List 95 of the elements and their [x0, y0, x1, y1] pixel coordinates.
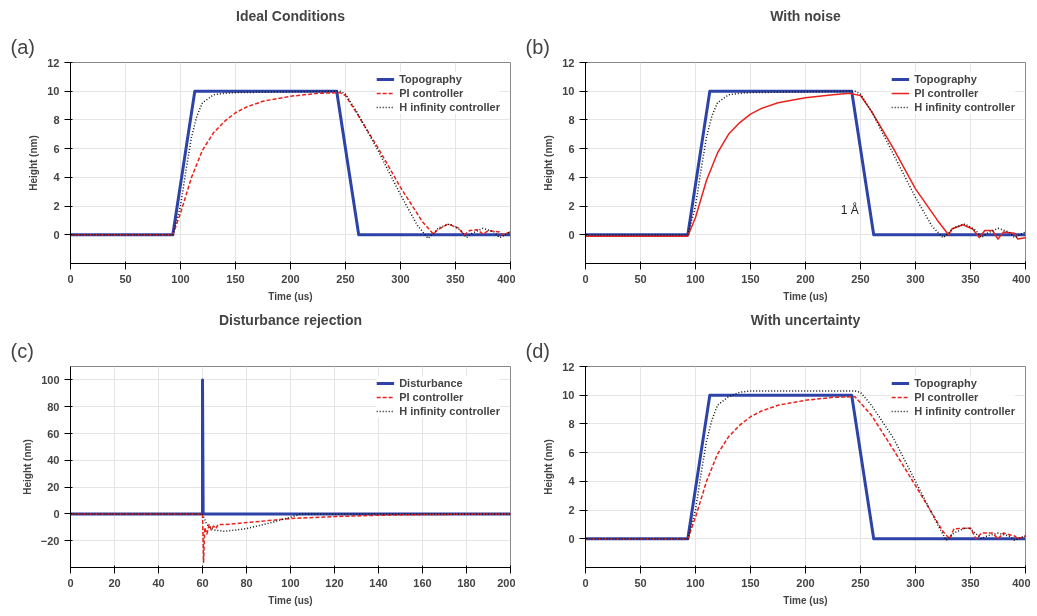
x-tick-label: 120: [325, 576, 344, 589]
y-tick-label: 12: [47, 56, 60, 69]
x-tick-label: 300: [906, 576, 925, 589]
x-tick-label: 50: [634, 576, 647, 589]
legend-label: Topography: [914, 376, 977, 390]
y-axis-title: Height (nm): [28, 135, 40, 191]
annotation: 1 Å: [840, 202, 859, 218]
x-tick-label: 40: [152, 576, 165, 589]
text: (d): [525, 339, 550, 362]
y-tick-label: 6: [53, 142, 60, 155]
legend-label: PI controller: [399, 390, 464, 404]
x-tick-label: 20: [108, 576, 121, 589]
x-tick-label: 0: [582, 576, 589, 589]
legend-label: PI controller: [399, 86, 464, 100]
legend-label: PI controller: [914, 390, 979, 404]
y-tick-label: 2: [53, 200, 60, 213]
x-tick-label: 150: [226, 272, 245, 285]
y-axis-title: Height (nm): [21, 439, 33, 495]
y-tick-label: 8: [568, 113, 575, 126]
x-tick-label: 350: [446, 272, 465, 285]
x-tick-label: 350: [961, 272, 980, 285]
x-tick-label: 250: [336, 272, 355, 285]
x-tick-label: 160: [413, 576, 432, 589]
y-tick-label: 20: [47, 481, 60, 494]
y-tick-label: 4: [53, 171, 61, 184]
chart-title: Ideal Conditions: [236, 7, 346, 24]
x-tick-label: 50: [119, 272, 132, 285]
text: (b): [525, 35, 550, 58]
y-tick-label: 40: [47, 454, 60, 467]
x-axis-title: Time (us): [783, 594, 828, 606]
x-axis-title: Time (us): [268, 594, 313, 606]
y-tick-label: 2: [568, 200, 575, 213]
x-tick-label: 60: [196, 576, 209, 589]
y-tick-label: 6: [568, 446, 575, 459]
y-tick-label: 0: [568, 228, 575, 241]
y-tick-label: 10: [562, 85, 575, 98]
y-tick-label: 8: [53, 113, 60, 126]
x-tick-label: 100: [686, 272, 705, 285]
x-tick-label: 150: [741, 272, 760, 285]
x-tick-label: 0: [582, 272, 589, 285]
text: (a): [10, 35, 35, 58]
x-tick-label: 300: [391, 272, 410, 285]
legend-label: H infinity controller: [914, 404, 1015, 418]
y-tick-label: 10: [562, 389, 575, 402]
x-tick-label: 0: [67, 272, 74, 285]
legend-label: Disturbance: [399, 376, 463, 390]
x-tick-label: 150: [741, 576, 760, 589]
legend-label: Topography: [399, 72, 462, 86]
x-tick-label: 0: [67, 576, 74, 589]
x-tick-label: 200: [497, 576, 516, 589]
y-tick-label: 100: [41, 373, 60, 386]
legend-label: PI controller: [914, 86, 979, 100]
y-tick-label: 0: [568, 532, 575, 545]
x-tick-label: 350: [961, 576, 980, 589]
y-tick-label: 0: [53, 507, 60, 520]
chart-title: With uncertainty: [750, 311, 861, 328]
y-tick-label: 10: [47, 85, 60, 98]
x-tick-label: 400: [1012, 576, 1031, 589]
y-tick-label: 0: [53, 228, 60, 241]
x-tick-label: 250: [851, 576, 870, 589]
y-tick-label: −20: [40, 534, 60, 547]
x-tick-label: 250: [851, 272, 870, 285]
x-axis-title: Time (us): [783, 290, 828, 302]
y-axis-title: Height (nm): [543, 135, 555, 191]
x-tick-label: 100: [686, 576, 705, 589]
legend-label: Topography: [914, 72, 977, 86]
x-tick-label: 400: [497, 272, 516, 285]
y-tick-label: 80: [47, 400, 60, 413]
x-tick-label: 50: [634, 272, 647, 285]
y-tick-label: 12: [562, 56, 575, 69]
text: (c): [10, 339, 34, 362]
x-tick-label: 180: [457, 576, 476, 589]
x-tick-label: 100: [171, 272, 190, 285]
y-tick-label: 6: [568, 142, 575, 155]
legend-label: H infinity controller: [399, 100, 500, 114]
y-tick-label: 2: [568, 504, 575, 517]
x-tick-label: 200: [796, 272, 815, 285]
y-tick-label: 60: [47, 427, 60, 440]
x-tick-label: 300: [906, 272, 925, 285]
x-tick-label: 400: [1012, 272, 1031, 285]
x-tick-label: 140: [369, 576, 388, 589]
y-tick-label: 12: [562, 360, 575, 373]
x-axis-title: Time (us): [268, 290, 313, 302]
y-tick-label: 4: [568, 171, 576, 184]
x-tick-label: 200: [796, 576, 815, 589]
x-tick-label: 80: [240, 576, 253, 589]
y-tick-label: 8: [568, 417, 575, 430]
legend-label: H infinity controller: [914, 100, 1015, 114]
y-axis-title: Height (nm): [543, 439, 555, 495]
x-tick-label: 100: [281, 576, 300, 589]
legend-label: H infinity controller: [399, 404, 500, 418]
y-tick-label: 4: [568, 475, 576, 488]
chart-title: With noise: [770, 7, 842, 24]
chart-title: Disturbance rejection: [218, 311, 363, 328]
x-tick-label: 200: [281, 272, 300, 285]
